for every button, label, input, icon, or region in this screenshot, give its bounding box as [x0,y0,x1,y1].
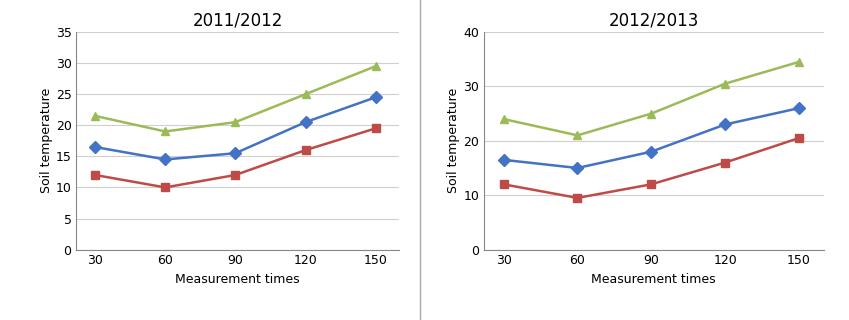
min [301,148,311,152]
Title: 2012/2013: 2012/2013 [609,11,699,29]
Line: min: min [499,134,803,202]
aver [90,145,100,149]
min [370,126,380,130]
min [794,136,804,140]
aver [160,157,171,161]
max [720,82,730,85]
max [301,92,311,96]
Line: aver: aver [499,104,803,172]
max [646,112,656,116]
min [230,173,240,177]
min [498,182,509,186]
aver [794,106,804,110]
min [572,196,582,200]
X-axis label: Measurement times: Measurement times [176,273,300,286]
Y-axis label: Soil temperature: Soil temperature [40,88,53,193]
Y-axis label: Soil temperature: Soil temperature [447,88,460,193]
min [646,182,656,186]
aver [646,150,656,154]
Title: 2011/2012: 2011/2012 [193,11,283,29]
min [160,186,171,189]
aver [498,158,509,162]
min [90,173,100,177]
min [720,161,730,164]
max [572,133,582,137]
aver [720,123,730,126]
aver [370,95,380,99]
aver [572,166,582,170]
max [230,120,240,124]
X-axis label: Measurement times: Measurement times [592,273,716,286]
max [498,117,509,121]
Line: max: max [499,58,803,140]
max [90,114,100,118]
aver [230,151,240,155]
Line: max: max [91,62,380,136]
Line: min: min [91,124,380,192]
max [160,130,171,133]
Line: aver: aver [91,93,380,164]
max [794,60,804,64]
aver [301,120,311,124]
max [370,64,380,68]
